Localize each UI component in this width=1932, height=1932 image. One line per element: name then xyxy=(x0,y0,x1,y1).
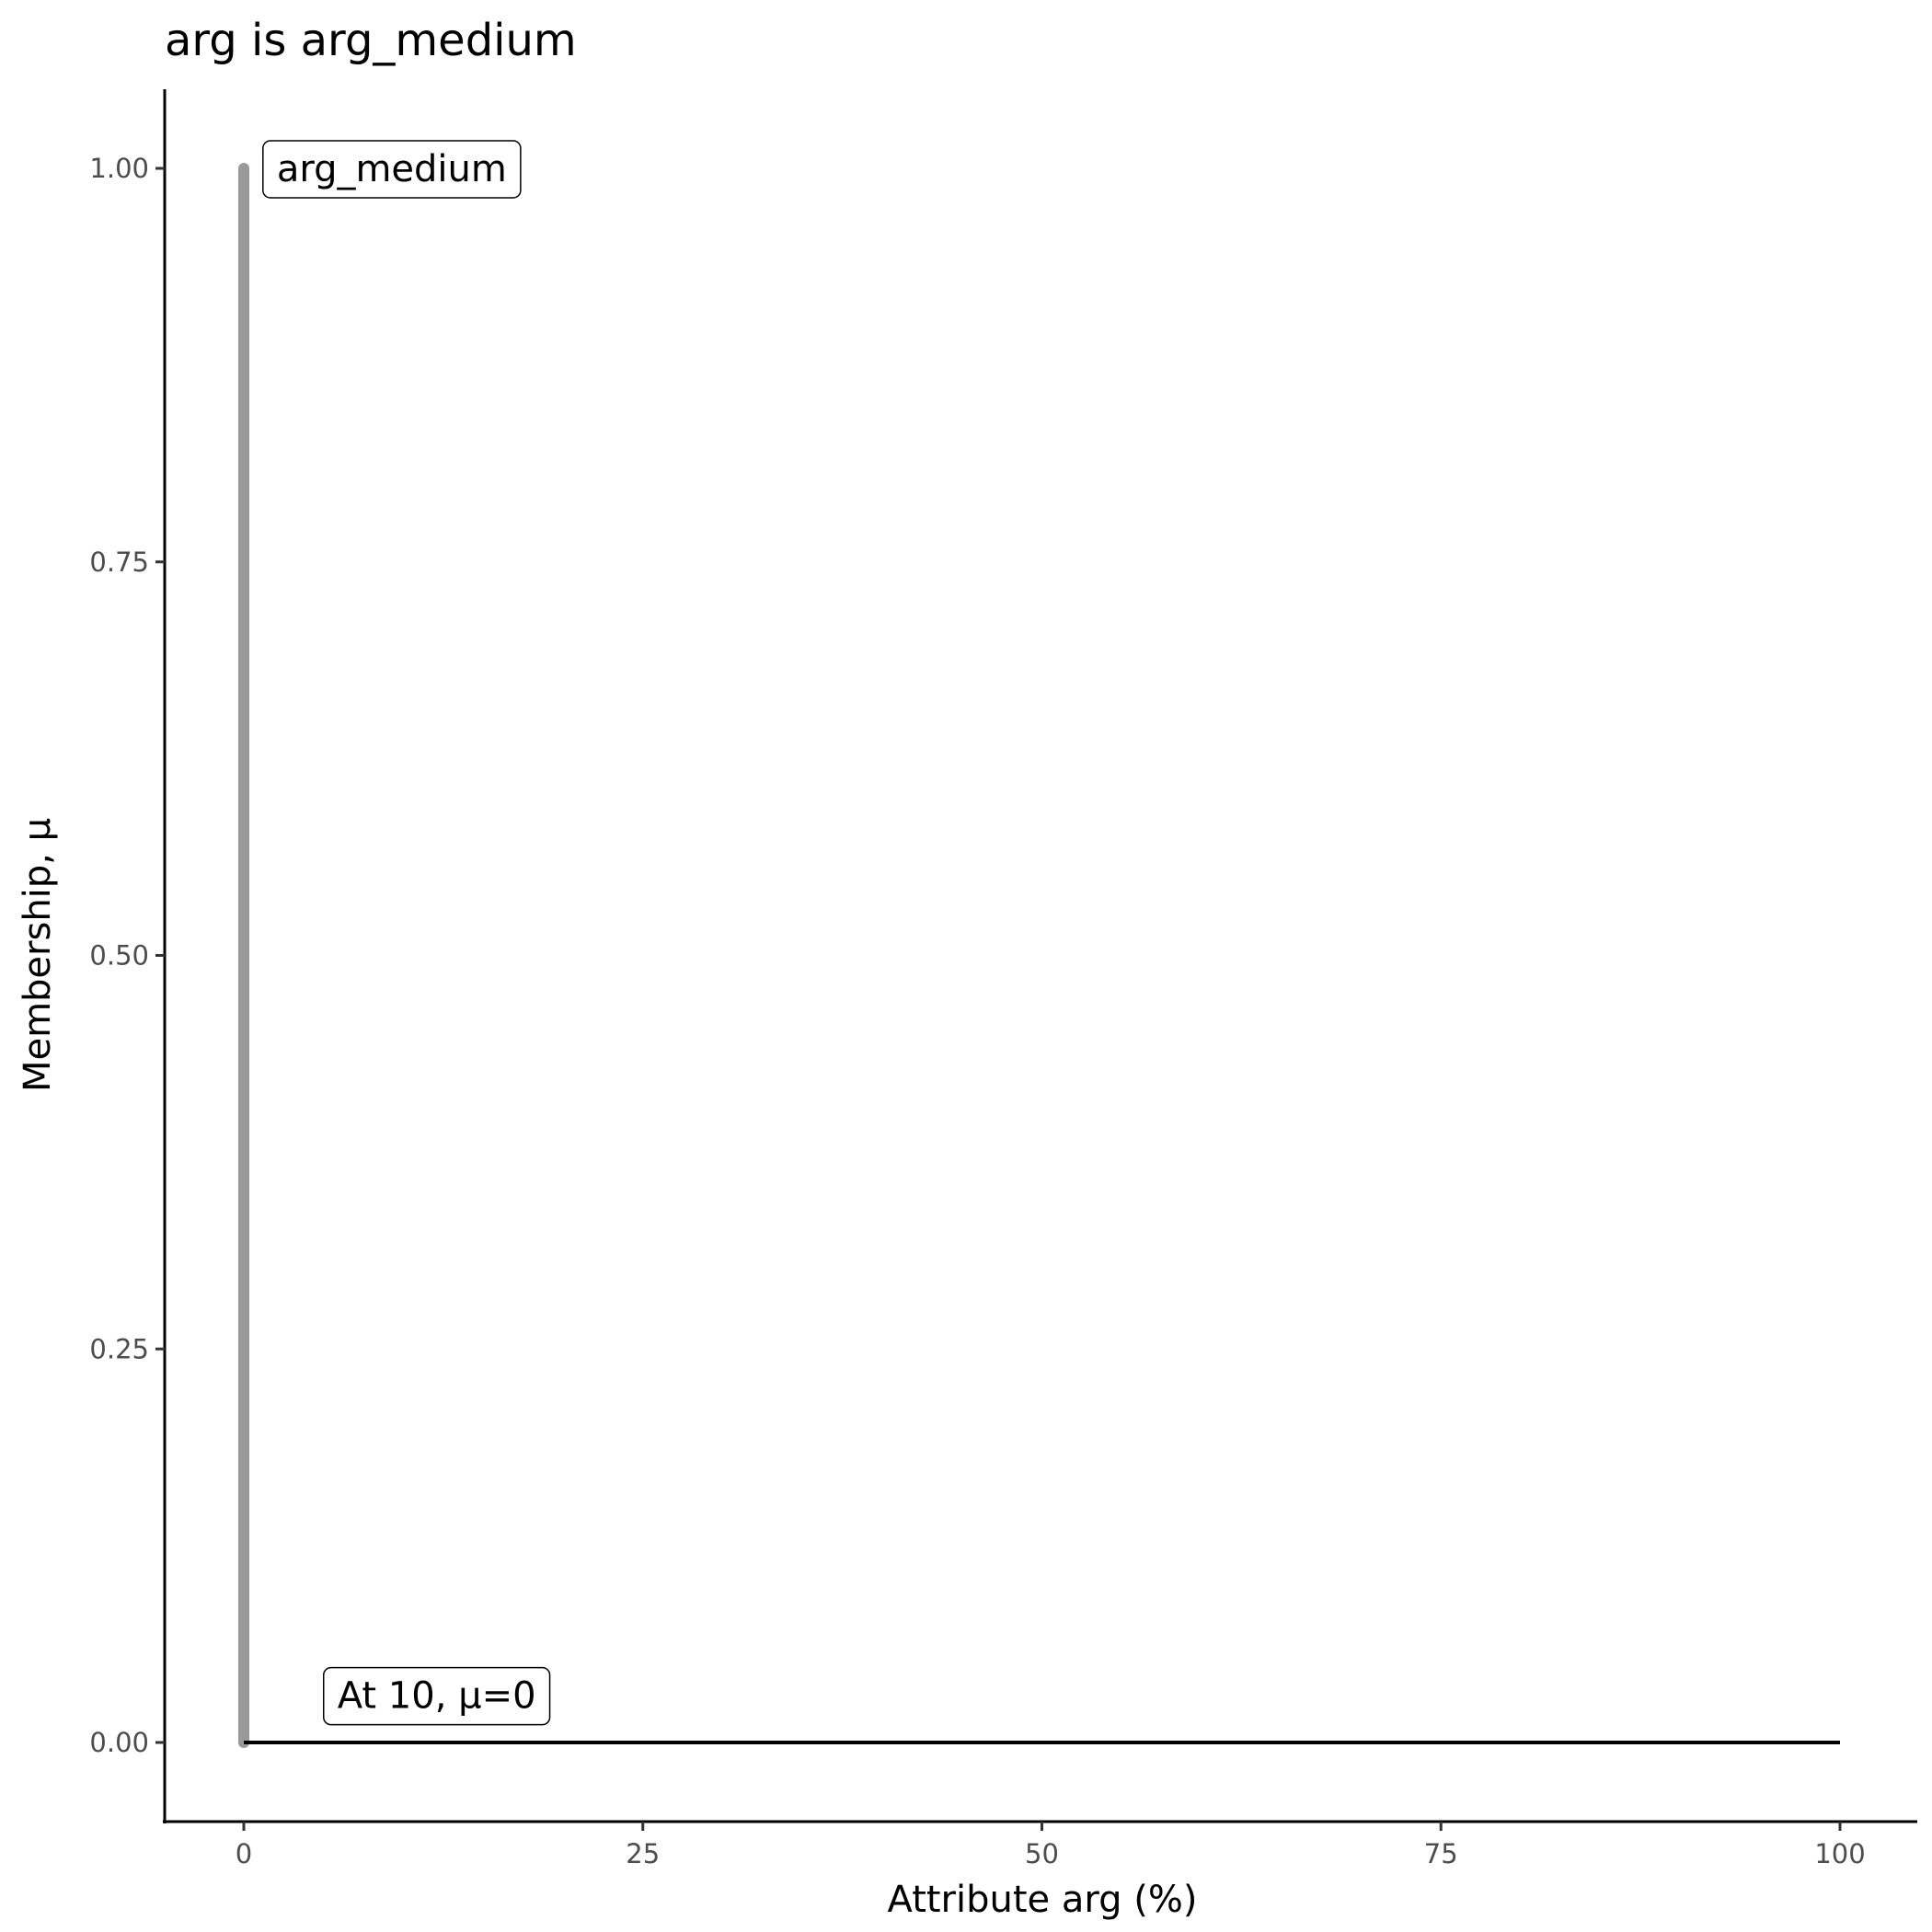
annotation-label: arg_medium xyxy=(262,140,522,199)
y-tick-label: 1.00 xyxy=(89,153,149,184)
annotation-label: At 10, μ=0 xyxy=(323,1666,551,1726)
x-tick-label: 100 xyxy=(1814,1838,1865,1869)
y-tick-label: 0.75 xyxy=(89,546,149,578)
annotations: arg_medium At 10, μ=0 xyxy=(262,140,551,1726)
annotation-text: arg_medium xyxy=(277,148,507,190)
y-tick-label: 0.50 xyxy=(89,940,149,972)
x-tick-label: 0 xyxy=(236,1838,252,1869)
x-tick-label: 25 xyxy=(626,1838,660,1869)
y-axis-title: Membership, μ xyxy=(17,818,59,1092)
annotation-text: At 10, μ=0 xyxy=(338,1675,536,1718)
x-axis-ticks: 0 25 50 75 100 xyxy=(236,1822,1866,1869)
chart-title: arg is arg_medium xyxy=(165,15,577,66)
y-tick-label: 0.25 xyxy=(89,1333,149,1364)
x-axis-title: Attribute arg (%) xyxy=(888,1879,1198,1921)
annotation-box xyxy=(323,1666,551,1726)
x-tick-label: 50 xyxy=(1025,1838,1059,1869)
plot-area xyxy=(238,163,1840,1748)
x-tick-label: 75 xyxy=(1424,1838,1458,1869)
y-axis-ticks: 0.00 0.25 0.50 0.75 1.00 xyxy=(89,153,165,1758)
y-tick-label: 0.00 xyxy=(89,1727,149,1758)
annotation-box xyxy=(262,140,522,199)
